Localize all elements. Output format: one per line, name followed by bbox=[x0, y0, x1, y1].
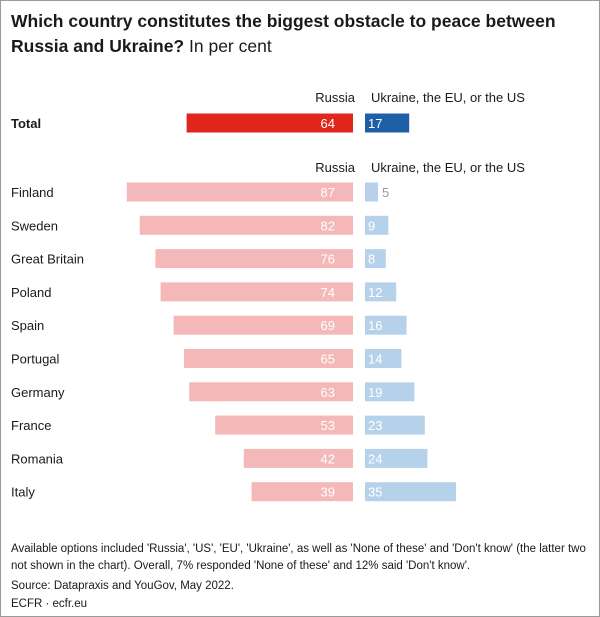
value-russia-spain: 69 bbox=[321, 318, 335, 333]
category-label-spain: Spain bbox=[11, 318, 44, 333]
bar-ukraine-eu-us-germany bbox=[365, 382, 415, 402]
value-russia-romania: 42 bbox=[321, 451, 335, 466]
legend-russia-total: Russia bbox=[315, 90, 356, 105]
bar-ukraine-eu-us-finland bbox=[365, 182, 378, 202]
value-ukraine-eu-us-portugal: 14 bbox=[368, 352, 382, 367]
bar-chart: Russia Ukraine, the EU, or the US Total 64 1… bbox=[11, 90, 525, 502]
chart-title: Which country constitutes the biggest ob… bbox=[11, 11, 556, 56]
chart-source: Source: Datapraxis and YouGov, May 2022. bbox=[11, 580, 234, 592]
bar-ukraine-eu-us-total bbox=[365, 113, 410, 133]
bar-ukraine-eu-us-france bbox=[365, 415, 425, 435]
category-label-germany: Germany bbox=[11, 385, 65, 400]
value-russia-sweden: 82 bbox=[321, 218, 335, 233]
bar-russia-total bbox=[186, 113, 353, 133]
bar-russia-germany bbox=[189, 382, 353, 402]
bar-russia-france bbox=[215, 415, 353, 435]
value-ukraine-eu-us-great-britain: 8 bbox=[368, 252, 375, 267]
bar-ukraine-eu-us-sweden bbox=[365, 215, 389, 235]
value-ukraine-eu-us-total: 17 bbox=[368, 116, 382, 131]
bar-russia-italy bbox=[251, 482, 353, 502]
bar-ukraine-eu-us-portugal bbox=[365, 349, 402, 368]
value-russia-great-britain: 76 bbox=[321, 252, 335, 267]
bar-russia-poland bbox=[160, 282, 353, 302]
category-label-france: France bbox=[11, 418, 51, 433]
bar-russia-sweden bbox=[139, 215, 353, 235]
bar-russia-romania bbox=[243, 448, 353, 468]
bar-ukraine-eu-us-poland bbox=[365, 282, 397, 302]
value-russia-italy: 39 bbox=[321, 485, 335, 500]
bar-ukraine-eu-us-spain bbox=[365, 315, 407, 335]
category-label-poland: Poland bbox=[11, 285, 51, 300]
value-ukraine-eu-us-finland: 5 bbox=[382, 185, 389, 200]
bar-ukraine-eu-us-great-britain bbox=[365, 249, 386, 269]
chart-brand: ECFR · ecfr.eu bbox=[11, 598, 88, 610]
bar-russia-finland bbox=[126, 182, 353, 202]
bar-russia-portugal bbox=[184, 349, 353, 368]
legend-ukraine-eu-us-total: Ukraine, the EU, or the US bbox=[371, 90, 525, 105]
bar-russia-spain bbox=[173, 315, 353, 335]
category-label-total: Total bbox=[11, 116, 41, 131]
value-russia-france: 53 bbox=[321, 418, 335, 433]
bar-ukraine-eu-us-italy bbox=[365, 482, 456, 502]
category-label-portugal: Portugal bbox=[11, 352, 60, 367]
category-label-sweden: Sweden bbox=[11, 218, 58, 233]
chart-subtitle: In per cent bbox=[189, 36, 272, 56]
category-label-romania: Romania bbox=[11, 451, 64, 466]
legend-russia-countries: Russia bbox=[315, 160, 356, 175]
value-ukraine-eu-us-poland: 12 bbox=[368, 285, 382, 300]
value-russia-germany: 63 bbox=[321, 385, 335, 400]
bar-ukraine-eu-us-romania bbox=[365, 448, 428, 468]
value-russia-total: 64 bbox=[321, 116, 335, 131]
value-russia-portugal: 65 bbox=[321, 352, 335, 367]
value-ukraine-eu-us-germany: 19 bbox=[368, 385, 382, 400]
legend-ukraine-eu-us-countries: Ukraine, the EU, or the US bbox=[371, 160, 525, 175]
category-label-italy: Italy bbox=[11, 485, 35, 500]
value-russia-finland: 87 bbox=[321, 185, 335, 200]
bar-russia-great-britain bbox=[155, 249, 353, 269]
chart-notes: Available options included 'Russia', 'US… bbox=[11, 543, 586, 572]
category-label-finland: Finland bbox=[11, 185, 54, 200]
value-ukraine-eu-us-italy: 35 bbox=[368, 485, 382, 500]
value-ukraine-eu-us-spain: 16 bbox=[368, 318, 382, 333]
value-russia-poland: 74 bbox=[321, 285, 335, 300]
value-ukraine-eu-us-romania: 24 bbox=[368, 451, 382, 466]
value-ukraine-eu-us-sweden: 9 bbox=[368, 218, 375, 233]
chart-title-block: Which country constitutes the biggest ob… bbox=[11, 9, 591, 59]
value-ukraine-eu-us-france: 23 bbox=[368, 418, 382, 433]
category-label-great-britain: Great Britain bbox=[11, 252, 84, 267]
